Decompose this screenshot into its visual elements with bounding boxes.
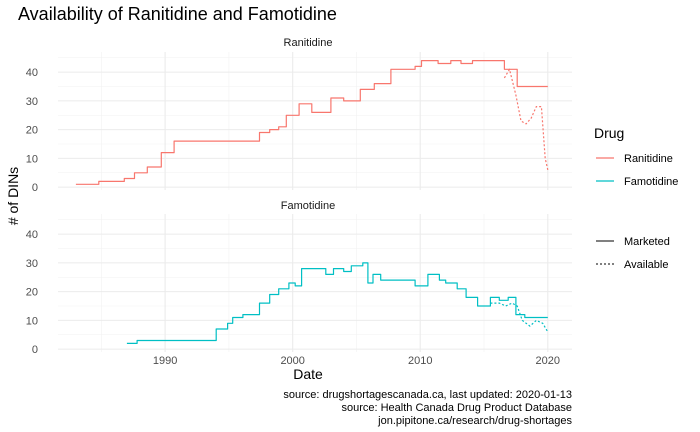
caption: source: drugshortagescanada.ca, last upd… <box>283 389 572 427</box>
panel-ranitidine: Ranitidine 0 10 20 30 40 <box>26 37 572 194</box>
legend-status-group: Marketed Available <box>596 236 670 271</box>
series-line-famotidine-marketed <box>126 262 548 344</box>
panel-ranitidine-strip-label: Ranitidine <box>284 37 333 49</box>
caption-line-3: jon.pipitone.ca/research/drug-shortages <box>377 415 572 427</box>
panel-famotidine: Famotidine 0 10 20 30 40 <box>26 200 572 356</box>
y-tick-label-famotidine: 30 <box>26 258 38 270</box>
legend-label-marketed: Marketed <box>624 236 670 248</box>
y-tick-label-ranitidine: 20 <box>26 125 38 137</box>
caption-line-2: source: Health Canada Drug Product Datab… <box>341 402 572 414</box>
y-tick-label-famotidine: 0 <box>32 344 38 356</box>
y-tick-label-famotidine: 10 <box>26 315 38 327</box>
x-axis: 1990 2000 2010 2020 <box>153 355 560 367</box>
chart-title: Availability of Ranitidine and Famotidin… <box>18 4 337 24</box>
legend-label-famotidine: Famotidine <box>624 176 678 188</box>
y-tick-label-ranitidine: 0 <box>32 182 38 194</box>
y-axis-title: # of DINs <box>5 167 21 225</box>
y-tick-label-ranitidine: 30 <box>26 96 38 108</box>
legend-label-available: Available <box>624 259 668 271</box>
x-tick-label: 2010 <box>408 355 432 367</box>
panel-famotidine-strip-label: Famotidine <box>281 200 335 212</box>
legend-drug-group: Ranitidine Famotidine <box>596 153 678 188</box>
x-tick-label: 2000 <box>280 355 304 367</box>
x-tick-label: 1990 <box>153 355 177 367</box>
caption-line-1: source: drugshortagescanada.ca, last upd… <box>283 389 572 401</box>
legend-title: Drug <box>594 125 624 141</box>
series-line-ranitidine-available <box>503 68 549 171</box>
y-tick-label-famotidine: 40 <box>26 229 38 241</box>
y-tick-label-ranitidine: 10 <box>26 153 38 165</box>
legend-label-ranitidine: Ranitidine <box>624 153 673 165</box>
x-axis-title: Date <box>293 366 323 382</box>
y-tick-label-ranitidine: 40 <box>26 67 38 79</box>
legend: Drug Ranitidine Famotidine Marketed Availa… <box>594 125 678 271</box>
series-line-ranitidine-marketed <box>75 59 548 185</box>
x-tick-label: 2020 <box>536 355 560 367</box>
y-tick-label-famotidine: 20 <box>26 287 38 299</box>
series-line-famotidine-available <box>490 302 549 333</box>
